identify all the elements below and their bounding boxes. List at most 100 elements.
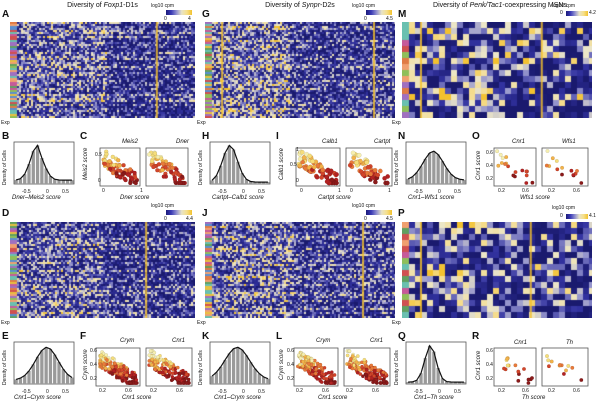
scatter-xlabel-r: Th score — [522, 395, 546, 401]
hist-h-bar — [249, 181, 253, 184]
scatter-c2-point — [147, 152, 152, 157]
scatter-gene-i2: Cartpt — [374, 139, 391, 145]
exp-label: Exp — [1, 120, 10, 126]
hist-n-density — [407, 150, 464, 181]
panel-label-f: F — [80, 331, 87, 342]
scatter-l1-point — [296, 353, 301, 358]
colorbar-gradient — [366, 210, 392, 215]
cluster-bar-a1: D1-Dner — [46, 120, 69, 126]
colorbar-label: log10 cpm — [552, 205, 576, 211]
colorbar-min: 0 — [164, 216, 167, 222]
scatter-xlabel-i: Cartpt score — [318, 195, 351, 201]
scatter-f1-point — [107, 367, 112, 371]
hist-h-bar — [210, 180, 214, 184]
scatter-l1-point — [301, 364, 305, 369]
hist-n-bar — [415, 172, 419, 184]
scatter-c2-point — [160, 167, 165, 173]
hist-xlabel-h: Cartpt–Calb1 score — [212, 195, 264, 201]
hist-q-bar — [432, 351, 436, 384]
scatter-i2-point — [351, 155, 357, 161]
hist-h-bar — [261, 182, 266, 184]
hist-h-bar — [227, 145, 231, 184]
scatter-xlabel-c: Dner score — [120, 195, 150, 201]
hist-ylabel: Density of Cells — [2, 350, 8, 385]
hist-ylabel: Density of Cells — [198, 150, 204, 185]
scatter-r1-point — [502, 366, 506, 371]
scatter-f2-point — [149, 362, 154, 367]
scatter-o2-point — [554, 159, 559, 163]
scatter-i2-point — [364, 160, 370, 165]
scatter-o2-point — [545, 149, 550, 153]
scatter-l1-point — [322, 365, 327, 370]
scatter-l1-point — [310, 372, 315, 377]
scatter-o1-point — [496, 163, 501, 168]
panel-label-p: P — [398, 208, 405, 219]
scatter-c2-point — [160, 161, 166, 166]
scatter-f1-point — [99, 353, 104, 357]
hist-n-bar — [453, 177, 457, 184]
column-title-synpr: Diversity of Synpr-D2s — [265, 2, 335, 9]
hist-e-bar — [31, 364, 35, 384]
scatter-c2-point — [156, 162, 162, 167]
cluster-bar-d2: D1-Crym — [135, 320, 160, 326]
scatter-l1-point — [301, 352, 306, 357]
exp-label: Exp — [1, 320, 10, 326]
colorbar-gradient — [566, 11, 588, 16]
scatter-f1-point — [110, 364, 114, 369]
scatter-xlabel-o: Wfs1 score — [520, 195, 551, 201]
hist-n-bar — [436, 154, 440, 184]
colorbar-min: 0 — [364, 216, 367, 222]
scatter-r1-point — [516, 378, 521, 383]
scatter-f1-point — [111, 368, 116, 373]
scatter-c1-point — [126, 172, 131, 178]
scatter-c2-point — [170, 165, 175, 171]
scatter-l2-point — [357, 367, 362, 372]
scatter-r1-point — [505, 363, 510, 368]
scatter-l1-point — [298, 362, 302, 367]
scatter-o1-point — [513, 170, 518, 175]
scatter-o1-point — [499, 161, 504, 165]
scatter-f2-point — [160, 366, 164, 370]
scatter-f2-point — [174, 371, 178, 375]
scatter-r2-point — [564, 368, 568, 373]
colorbar-max: 4.5 — [386, 16, 393, 22]
colorbar-min: 0 — [364, 16, 367, 22]
scatter-l1-point — [314, 375, 318, 380]
scatter-i1-point — [334, 172, 339, 177]
cluster-bar-a2: D1-Meis2 — [137, 120, 163, 126]
hist-e-bar — [18, 378, 23, 384]
scatter-l1-point — [329, 381, 334, 385]
scatter-gene-o1: Cnr1 — [512, 139, 526, 145]
heatmap-j — [205, 222, 395, 318]
hist-n-bar — [423, 158, 427, 184]
hist-b-bar — [65, 180, 70, 184]
colorbar-gradient — [366, 10, 392, 15]
scatter-f2-point — [184, 376, 189, 380]
scatter-f1-point — [118, 372, 123, 376]
hist-k-bar — [249, 362, 253, 384]
hist-b-bar — [57, 179, 61, 184]
hist-b-bar — [70, 180, 74, 184]
heatmap-m — [402, 22, 592, 118]
hist-h-bar — [244, 179, 249, 184]
scatter-c2-point — [161, 174, 166, 179]
panel-label-g: G — [202, 9, 210, 20]
hist-q-bar — [427, 345, 432, 384]
scatter-f2-point — [153, 367, 158, 372]
scatter-r2-point — [546, 358, 551, 363]
hist-q-bar — [440, 378, 445, 384]
scatter-f2-point — [147, 359, 152, 363]
scatter-f1-point — [124, 373, 129, 378]
heatmap-p — [402, 222, 592, 318]
scatter-gene-r2: Th — [566, 340, 574, 346]
panel-label-d: D — [2, 208, 10, 219]
cluster-bar-p1: (Htr7-D2)-Cnr1 — [427, 320, 468, 326]
hist-k-bar — [227, 353, 231, 384]
scatter-c1-point — [130, 176, 135, 182]
scatter-gene-f2: Cnr1 — [172, 338, 186, 344]
scatter-f2-point — [155, 355, 160, 359]
scatter-o2-point — [575, 168, 579, 173]
scatter-l1-point — [321, 372, 326, 377]
panel-label-l: L — [276, 331, 283, 342]
hist-n-bar — [427, 153, 432, 184]
